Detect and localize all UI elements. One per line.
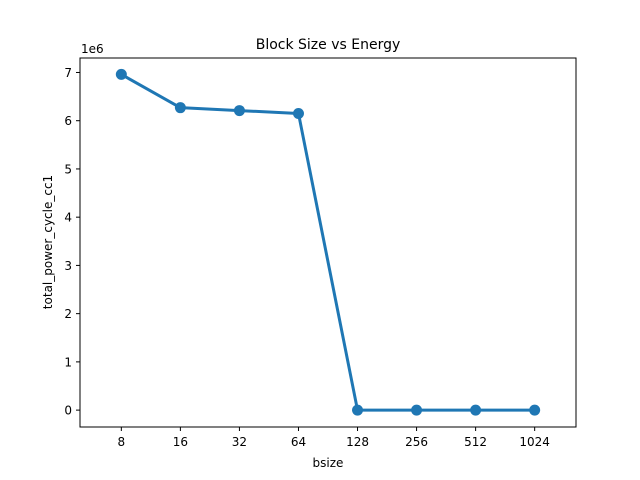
x-tick-label: 256 — [405, 435, 428, 449]
x-tick-label: 128 — [346, 435, 369, 449]
x-tick-label: 64 — [291, 435, 306, 449]
data-point — [352, 404, 364, 416]
x-tick-label: 8 — [118, 435, 126, 449]
y-tick-label: 0 — [64, 404, 72, 418]
data-point — [529, 404, 541, 416]
x-axis-label: bsize — [313, 456, 344, 470]
y-axis-label: total_power_cycle_cc1 — [41, 175, 55, 309]
y-tick-label: 2 — [64, 307, 72, 321]
data-point — [411, 404, 423, 416]
series-line — [120, 73, 535, 412]
x-tick-label: 1024 — [519, 435, 550, 449]
x-tick-label: 512 — [464, 435, 487, 449]
y-tick-label: 4 — [64, 211, 72, 225]
y-tick-label: 3 — [64, 259, 72, 273]
plot-area — [115, 68, 541, 416]
chart-title: Block Size vs Energy — [256, 37, 401, 53]
y-tick-label: 5 — [64, 162, 72, 176]
x-tick-label: 16 — [173, 435, 188, 449]
data-point — [174, 102, 186, 114]
y-tick-label: 7 — [64, 66, 72, 80]
x-tick-label: 32 — [232, 435, 247, 449]
data-point — [233, 105, 245, 117]
y-tick-label: 6 — [64, 114, 72, 128]
y-axis-multiplier: 1e6 — [81, 42, 104, 56]
data-point — [292, 107, 304, 119]
axis-ticks: 8 16 32 64 128 256 512 1024 0 1 2 3 4 5 6 7 — [64, 66, 550, 449]
data-point — [115, 68, 127, 80]
data-point — [470, 404, 482, 416]
axes-frame — [79, 57, 577, 428]
y-tick-label: 1 — [64, 355, 72, 369]
